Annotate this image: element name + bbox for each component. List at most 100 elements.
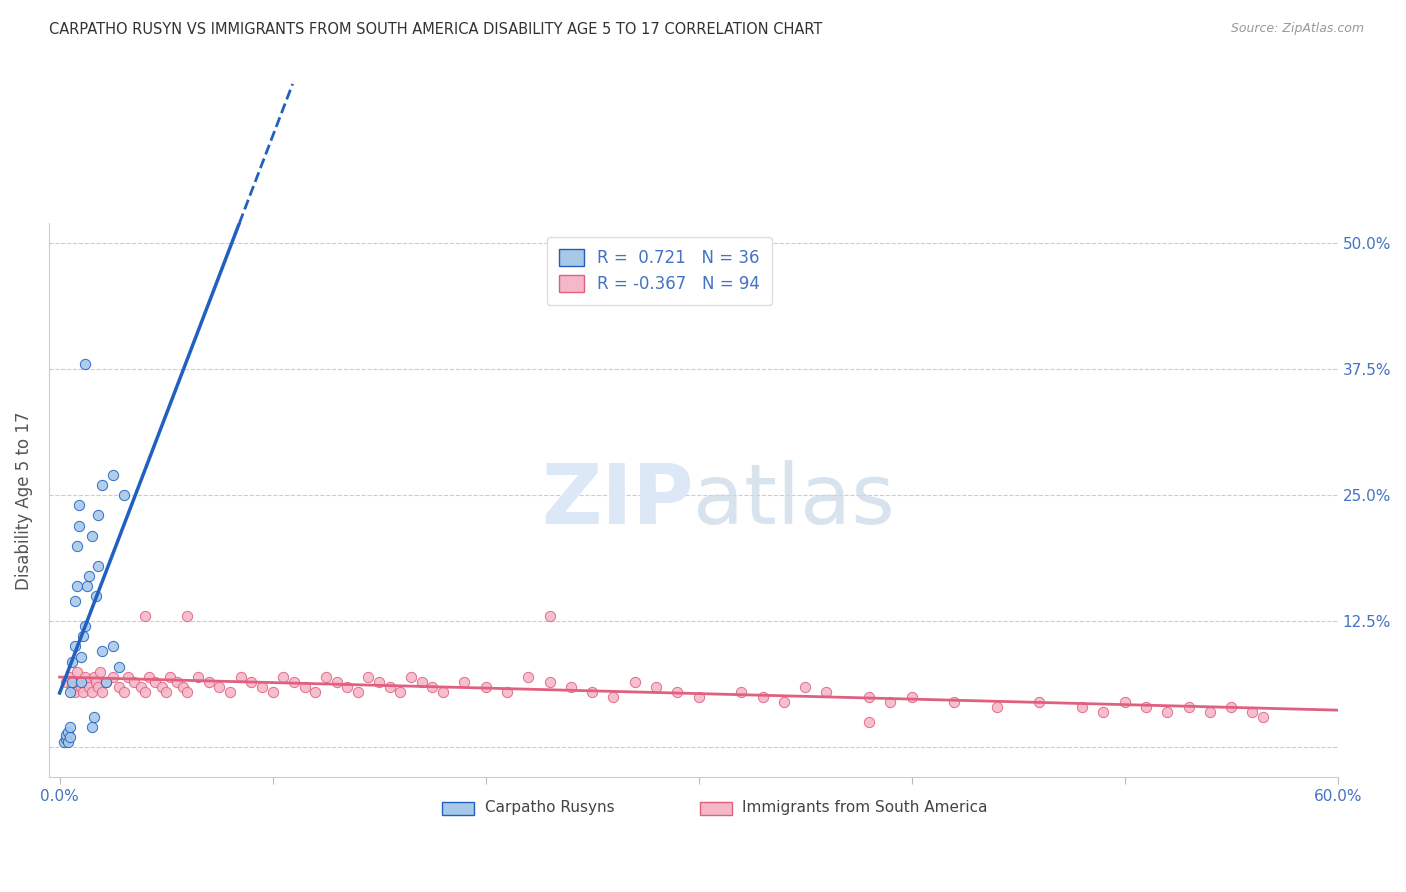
Point	[66, 579, 89, 593]
Point	[91, 478, 114, 492]
Point	[325, 674, 347, 689]
Point	[219, 685, 242, 699]
Point	[70, 674, 93, 689]
Point	[83, 710, 105, 724]
Point	[496, 685, 519, 699]
Point	[538, 609, 561, 624]
Point	[271, 670, 294, 684]
Point	[197, 674, 219, 689]
Point	[101, 468, 124, 483]
Point	[986, 700, 1008, 714]
Point	[772, 695, 794, 709]
Point	[66, 665, 89, 679]
Point	[84, 589, 107, 603]
Legend: R =  0.721   N = 36, R = -0.367   N = 94: R = 0.721 N = 36, R = -0.367 N = 94	[547, 237, 772, 305]
Point	[75, 619, 97, 633]
Point	[262, 685, 284, 699]
Point	[145, 674, 167, 689]
Point	[84, 674, 107, 689]
Point	[378, 680, 401, 694]
Point	[66, 539, 89, 553]
Point	[55, 728, 77, 742]
Point	[240, 674, 263, 689]
Point	[96, 674, 118, 689]
Point	[79, 680, 101, 694]
Point	[89, 665, 111, 679]
Point	[187, 670, 209, 684]
Point	[155, 685, 177, 699]
Point	[150, 680, 173, 694]
Point	[943, 695, 966, 709]
Point	[794, 680, 817, 694]
Point	[250, 680, 273, 694]
Point	[80, 528, 103, 542]
Point	[80, 720, 103, 734]
Point	[59, 720, 82, 734]
Point	[87, 680, 110, 694]
Point	[176, 685, 198, 699]
Point	[172, 680, 194, 694]
Point	[159, 670, 181, 684]
Point	[56, 725, 79, 739]
Text: ZIP: ZIP	[541, 459, 693, 541]
Point	[1198, 705, 1220, 719]
Point	[1220, 700, 1243, 714]
Point	[432, 685, 454, 699]
Point	[294, 680, 316, 694]
Point	[304, 685, 326, 699]
Point	[1177, 700, 1199, 714]
Point	[52, 735, 75, 749]
Point	[67, 674, 90, 689]
Point	[176, 609, 198, 624]
Point	[1028, 695, 1050, 709]
Point	[117, 670, 139, 684]
FancyBboxPatch shape	[700, 803, 733, 814]
Point	[122, 674, 145, 689]
Point	[1135, 700, 1157, 714]
Point	[87, 558, 110, 573]
Point	[134, 685, 156, 699]
Point	[900, 690, 922, 704]
Point	[688, 690, 710, 704]
Point	[72, 629, 94, 643]
Point	[336, 680, 359, 694]
Text: Carpatho Rusyns: Carpatho Rusyns	[485, 800, 614, 815]
Point	[346, 685, 368, 699]
Point	[76, 674, 98, 689]
Point	[208, 680, 231, 694]
Point	[75, 357, 97, 371]
Point	[59, 670, 82, 684]
Point	[101, 670, 124, 684]
Text: atlas: atlas	[693, 459, 896, 541]
Point	[112, 488, 135, 502]
Point	[1114, 695, 1136, 709]
Point	[166, 674, 188, 689]
Point	[138, 670, 160, 684]
Point	[59, 685, 82, 699]
Point	[63, 640, 86, 654]
Point	[108, 659, 131, 673]
Point	[422, 680, 444, 694]
Point	[399, 670, 422, 684]
Point	[623, 674, 645, 689]
Point	[368, 674, 391, 689]
Point	[83, 670, 105, 684]
Point	[453, 674, 475, 689]
Point	[666, 685, 689, 699]
Point	[1241, 705, 1264, 719]
Text: CARPATHO RUSYN VS IMMIGRANTS FROM SOUTH AMERICA DISABILITY AGE 5 TO 17 CORRELATI: CARPATHO RUSYN VS IMMIGRANTS FROM SOUTH …	[49, 22, 823, 37]
Point	[91, 644, 114, 658]
Point	[1071, 700, 1094, 714]
Point	[560, 680, 582, 694]
Point	[60, 680, 83, 694]
Point	[730, 685, 752, 699]
Point	[474, 680, 496, 694]
Point	[56, 735, 79, 749]
Point	[1156, 705, 1178, 719]
Point	[91, 685, 114, 699]
Point	[76, 579, 98, 593]
Point	[112, 685, 135, 699]
Point	[357, 670, 380, 684]
Point	[815, 685, 838, 699]
Point	[72, 685, 94, 699]
